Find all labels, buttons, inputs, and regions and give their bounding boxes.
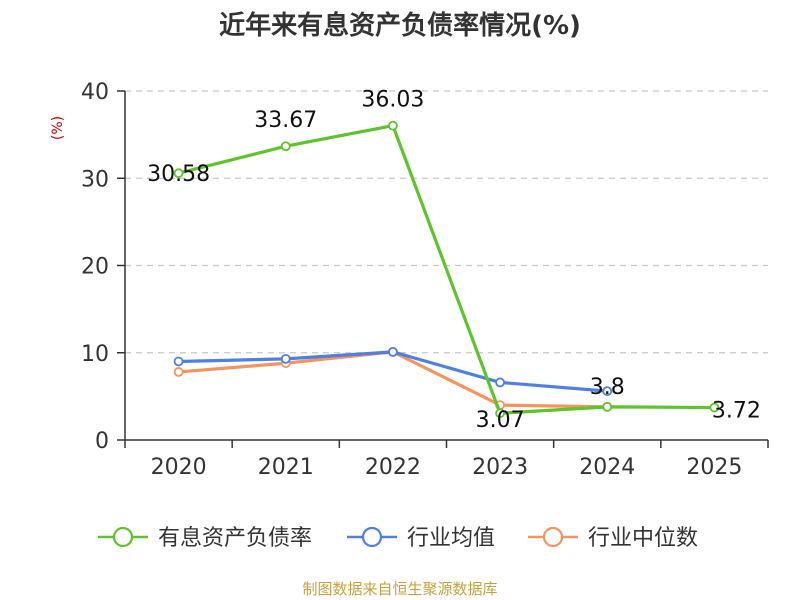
data-label: 3.8 [590, 375, 625, 400]
legend-swatch-marker [112, 526, 134, 548]
data-label: 33.67 [254, 108, 317, 133]
source-note: 制图数据来自恒生聚源数据库 [302, 580, 497, 598]
legend-item-1[interactable]: 行业均值 [347, 526, 495, 551]
series-0-point [602, 401, 613, 412]
series-1-point [388, 346, 398, 357]
data-label: 36.03 [361, 88, 424, 113]
legend-swatch-marker [542, 526, 564, 548]
legend-swatch-marker [361, 526, 383, 548]
grid-layer [125, 90, 768, 354]
legend-label: 行业均值 [407, 526, 495, 551]
y-tick-label: 40 [81, 80, 109, 105]
x-tick-label: 2022 [365, 455, 421, 480]
series-layer [173, 120, 720, 419]
y-tick-label: 30 [81, 167, 109, 192]
legend-item-2[interactable]: 行业中位数 [528, 526, 698, 551]
legend-label: 行业中位数 [588, 526, 698, 551]
series-line-1 [178, 350, 608, 393]
data-label: 3.72 [712, 399, 761, 424]
series-0-point [388, 120, 398, 131]
series-line-0 [178, 124, 715, 415]
x-tick-label: 2021 [258, 455, 314, 480]
x-tick-label: 2023 [472, 455, 528, 480]
legend-item-0[interactable]: 有息资产负债率 [98, 526, 312, 551]
series-1-point [280, 353, 291, 364]
series-0-point [495, 408, 505, 419]
x-tick-label: 2024 [579, 455, 635, 480]
legend: 有息资产负债率 行业均值 行业中位数 [98, 526, 698, 551]
series-1-point [602, 386, 613, 397]
x-tick-label: 2020 [151, 455, 207, 480]
chart-title: 近年来有息资产负债率情况(%) [219, 10, 581, 41]
legend-label: 有息资产负债率 [158, 526, 312, 551]
data-label: 3.07 [476, 408, 525, 433]
x-tick-label: 2025 [686, 455, 742, 480]
y-tick-label: 20 [81, 255, 109, 280]
axis-layer: 0 10 20 30 40 2020 2021 2022 2023 2024 2025 [81, 80, 769, 480]
y-tick-label: 10 [81, 342, 109, 367]
series-2-point [173, 367, 184, 377]
y-tick-label: 0 [95, 429, 109, 454]
data-label-layer: 30.58 33.67 36.03 3.07 3.8 3.72 [147, 88, 761, 434]
series-0-point [709, 402, 720, 413]
series-0-point [173, 168, 184, 179]
series-1-point [173, 356, 184, 367]
data-label: 30.58 [147, 162, 210, 187]
series-0-point [280, 141, 291, 152]
y-axis-unit: (%) [50, 116, 66, 140]
series-1-point [495, 377, 505, 388]
